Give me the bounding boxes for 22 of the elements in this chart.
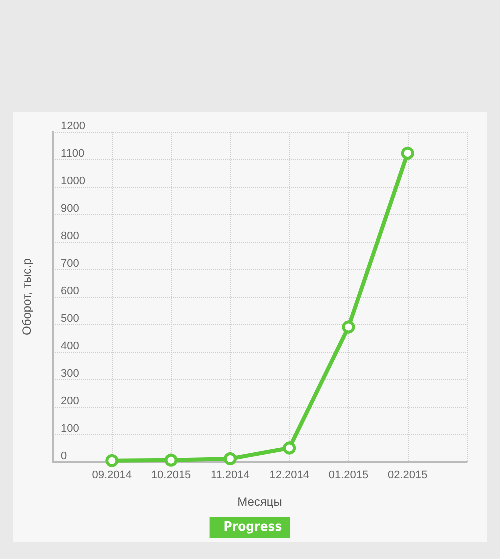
y-tick-label: 1100	[61, 148, 85, 160]
x-tick-label: 02.2015	[388, 470, 428, 482]
y-tick-label: 400	[61, 340, 80, 352]
y-tick-label: 1200	[61, 120, 86, 132]
x-tick-label: 12.2014	[270, 470, 310, 482]
y-tick-label: 800	[61, 230, 80, 242]
y-tick-label: 1000	[61, 176, 86, 188]
y-tick-label: 900	[61, 203, 80, 215]
x-tick-label: 09.2014	[92, 470, 132, 482]
y-tick-label: 300	[61, 368, 80, 380]
y-tick-label: 200	[61, 396, 80, 408]
x-axis-title: Месяцы	[238, 495, 282, 509]
y-tick-label: 100	[61, 423, 80, 435]
y-tick-label: 0	[61, 450, 68, 462]
y-tick-label: 500	[61, 313, 80, 325]
y-axis-title: Оборот, тыс.р	[20, 258, 34, 336]
text: Progress	[224, 520, 282, 535]
x-tick-label: 11.2014	[210, 470, 250, 482]
x-tick-label: 01.2015	[328, 470, 369, 482]
y-tick-label: 600	[61, 286, 80, 298]
y-tick-label: 700	[61, 258, 80, 270]
x-tick-label: 10.2015	[151, 470, 192, 482]
